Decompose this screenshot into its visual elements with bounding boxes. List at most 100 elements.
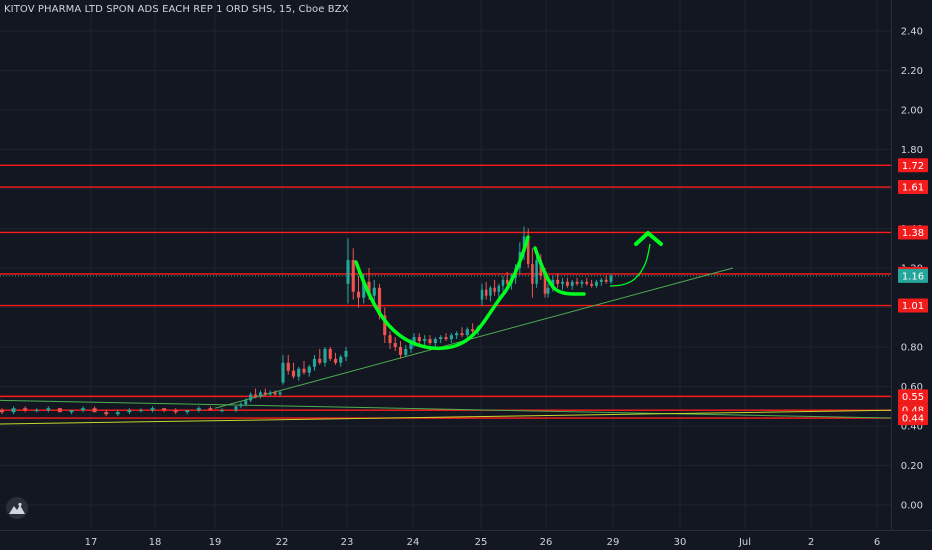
candle-body: [449, 335, 453, 340]
candle-body: [104, 412, 109, 415]
candle-body: [535, 260, 538, 284]
candle-body: [196, 408, 201, 411]
candle-body: [383, 315, 387, 336]
price-level-tag: 0.44: [902, 414, 924, 425]
candle-body: [244, 400, 248, 405]
candle-body: [92, 408, 97, 413]
time-tick-label: Jul: [738, 537, 751, 548]
candle-body: [115, 412, 120, 415]
horizontal-levels[interactable]: [0, 164, 891, 419]
candle-body: [150, 408, 155, 411]
candle-body: [609, 275, 613, 282]
candle-body: [162, 408, 167, 411]
candle-body: [465, 329, 469, 336]
candle-body: [444, 337, 448, 340]
price-level-tag-bg: [898, 180, 928, 195]
candle-body: [273, 392, 277, 395]
candle-body: [208, 408, 213, 411]
candle-body: [497, 285, 501, 292]
candle-body: [484, 289, 488, 296]
candle-body: [595, 281, 598, 286]
candle-body: [286, 362, 290, 371]
time-tick-label: 26: [540, 537, 553, 548]
price-level-tag-bg: [898, 411, 928, 426]
candle-body: [138, 410, 143, 412]
last-price-tag: 1.16: [902, 271, 924, 282]
candle-body: [258, 392, 262, 397]
time-tick-label: 23: [341, 537, 354, 548]
candle-body: [423, 339, 427, 342]
time-tick-label: 19: [209, 537, 222, 548]
candle-body: [278, 392, 282, 395]
candle-body: [531, 264, 534, 284]
candle-body: [539, 260, 543, 276]
candle-body: [127, 410, 132, 413]
cup-curve-left[interactable]: [354, 235, 530, 350]
candle-body: [34, 410, 39, 412]
candle-body: [57, 408, 62, 413]
price-tick-label: 1.80: [901, 145, 923, 156]
axes: [0, 0, 932, 531]
time-tick-label: 25: [475, 537, 488, 548]
logo-icon: [9, 502, 25, 514]
candle-body: [590, 283, 594, 286]
time-tick-label: 22: [276, 537, 289, 548]
candle-body: [339, 356, 343, 363]
candle-body: [543, 275, 547, 294]
price-tags: 1.721.611.381.171.010.550.480.441.16: [898, 158, 928, 426]
candle-body: [46, 408, 51, 411]
time-tick-label: 17: [85, 537, 98, 548]
candle-body: [526, 236, 530, 265]
price-level-tag-bg: [898, 158, 928, 173]
candle-body: [460, 333, 464, 336]
price-level-tag: 1.38: [902, 228, 924, 239]
candle-body: [561, 281, 564, 284]
time-tick-label: 18: [149, 537, 162, 548]
time-axis[interactable]: 17 18 19 22 23 24 25 26 29 30 Jul 2 6: [85, 537, 881, 548]
candle-body: [234, 406, 238, 411]
candle-body: [328, 348, 332, 359]
candle-body: [333, 358, 338, 363]
tradingview-logo[interactable]: [6, 497, 28, 519]
up-arrow-icon[interactable]: [634, 231, 663, 246]
candle-body: [480, 289, 484, 300]
price-level-tag: 1.72: [902, 161, 924, 172]
candle-body: [318, 358, 322, 363]
candle-body: [556, 279, 560, 284]
candle-body: [291, 370, 296, 377]
time-tick-label: 29: [607, 537, 620, 548]
candle-body: [409, 343, 413, 349]
candle-body: [69, 410, 74, 413]
candle-body: [367, 281, 371, 296]
candle-body: [398, 347, 403, 355]
candle-body: [302, 368, 306, 373]
candle-body: [351, 260, 355, 292]
handle-curve[interactable]: [533, 246, 586, 296]
candle-body: [455, 333, 459, 336]
candle-body: [428, 339, 432, 344]
candle-body: [433, 339, 437, 344]
projection-curve[interactable]: [609, 243, 651, 287]
candle-body: [388, 335, 392, 344]
candle-body: [249, 394, 253, 401]
hand-drawn-pattern[interactable]: [354, 231, 663, 350]
candle-body: [346, 260, 350, 284]
candle-body: [565, 281, 569, 286]
candle-body: [404, 348, 408, 355]
price-tick-label: 0.40: [901, 422, 923, 433]
time-tick-label: 2: [808, 537, 814, 548]
price-tick-label: 0.20: [901, 461, 923, 472]
price-level-tag-bg: [898, 389, 928, 404]
price-level-tag: 1.01: [902, 301, 924, 312]
candle-body: [505, 279, 509, 284]
price-level-tag-bg: [898, 298, 928, 313]
candle-body: [356, 291, 361, 298]
candle-body: [281, 362, 285, 383]
trendlines[interactable]: [0, 267, 893, 425]
price-level-tag-bg: [898, 225, 928, 240]
candle-body: [489, 287, 492, 296]
candle-body: [362, 281, 366, 298]
candle-body: [81, 408, 86, 411]
